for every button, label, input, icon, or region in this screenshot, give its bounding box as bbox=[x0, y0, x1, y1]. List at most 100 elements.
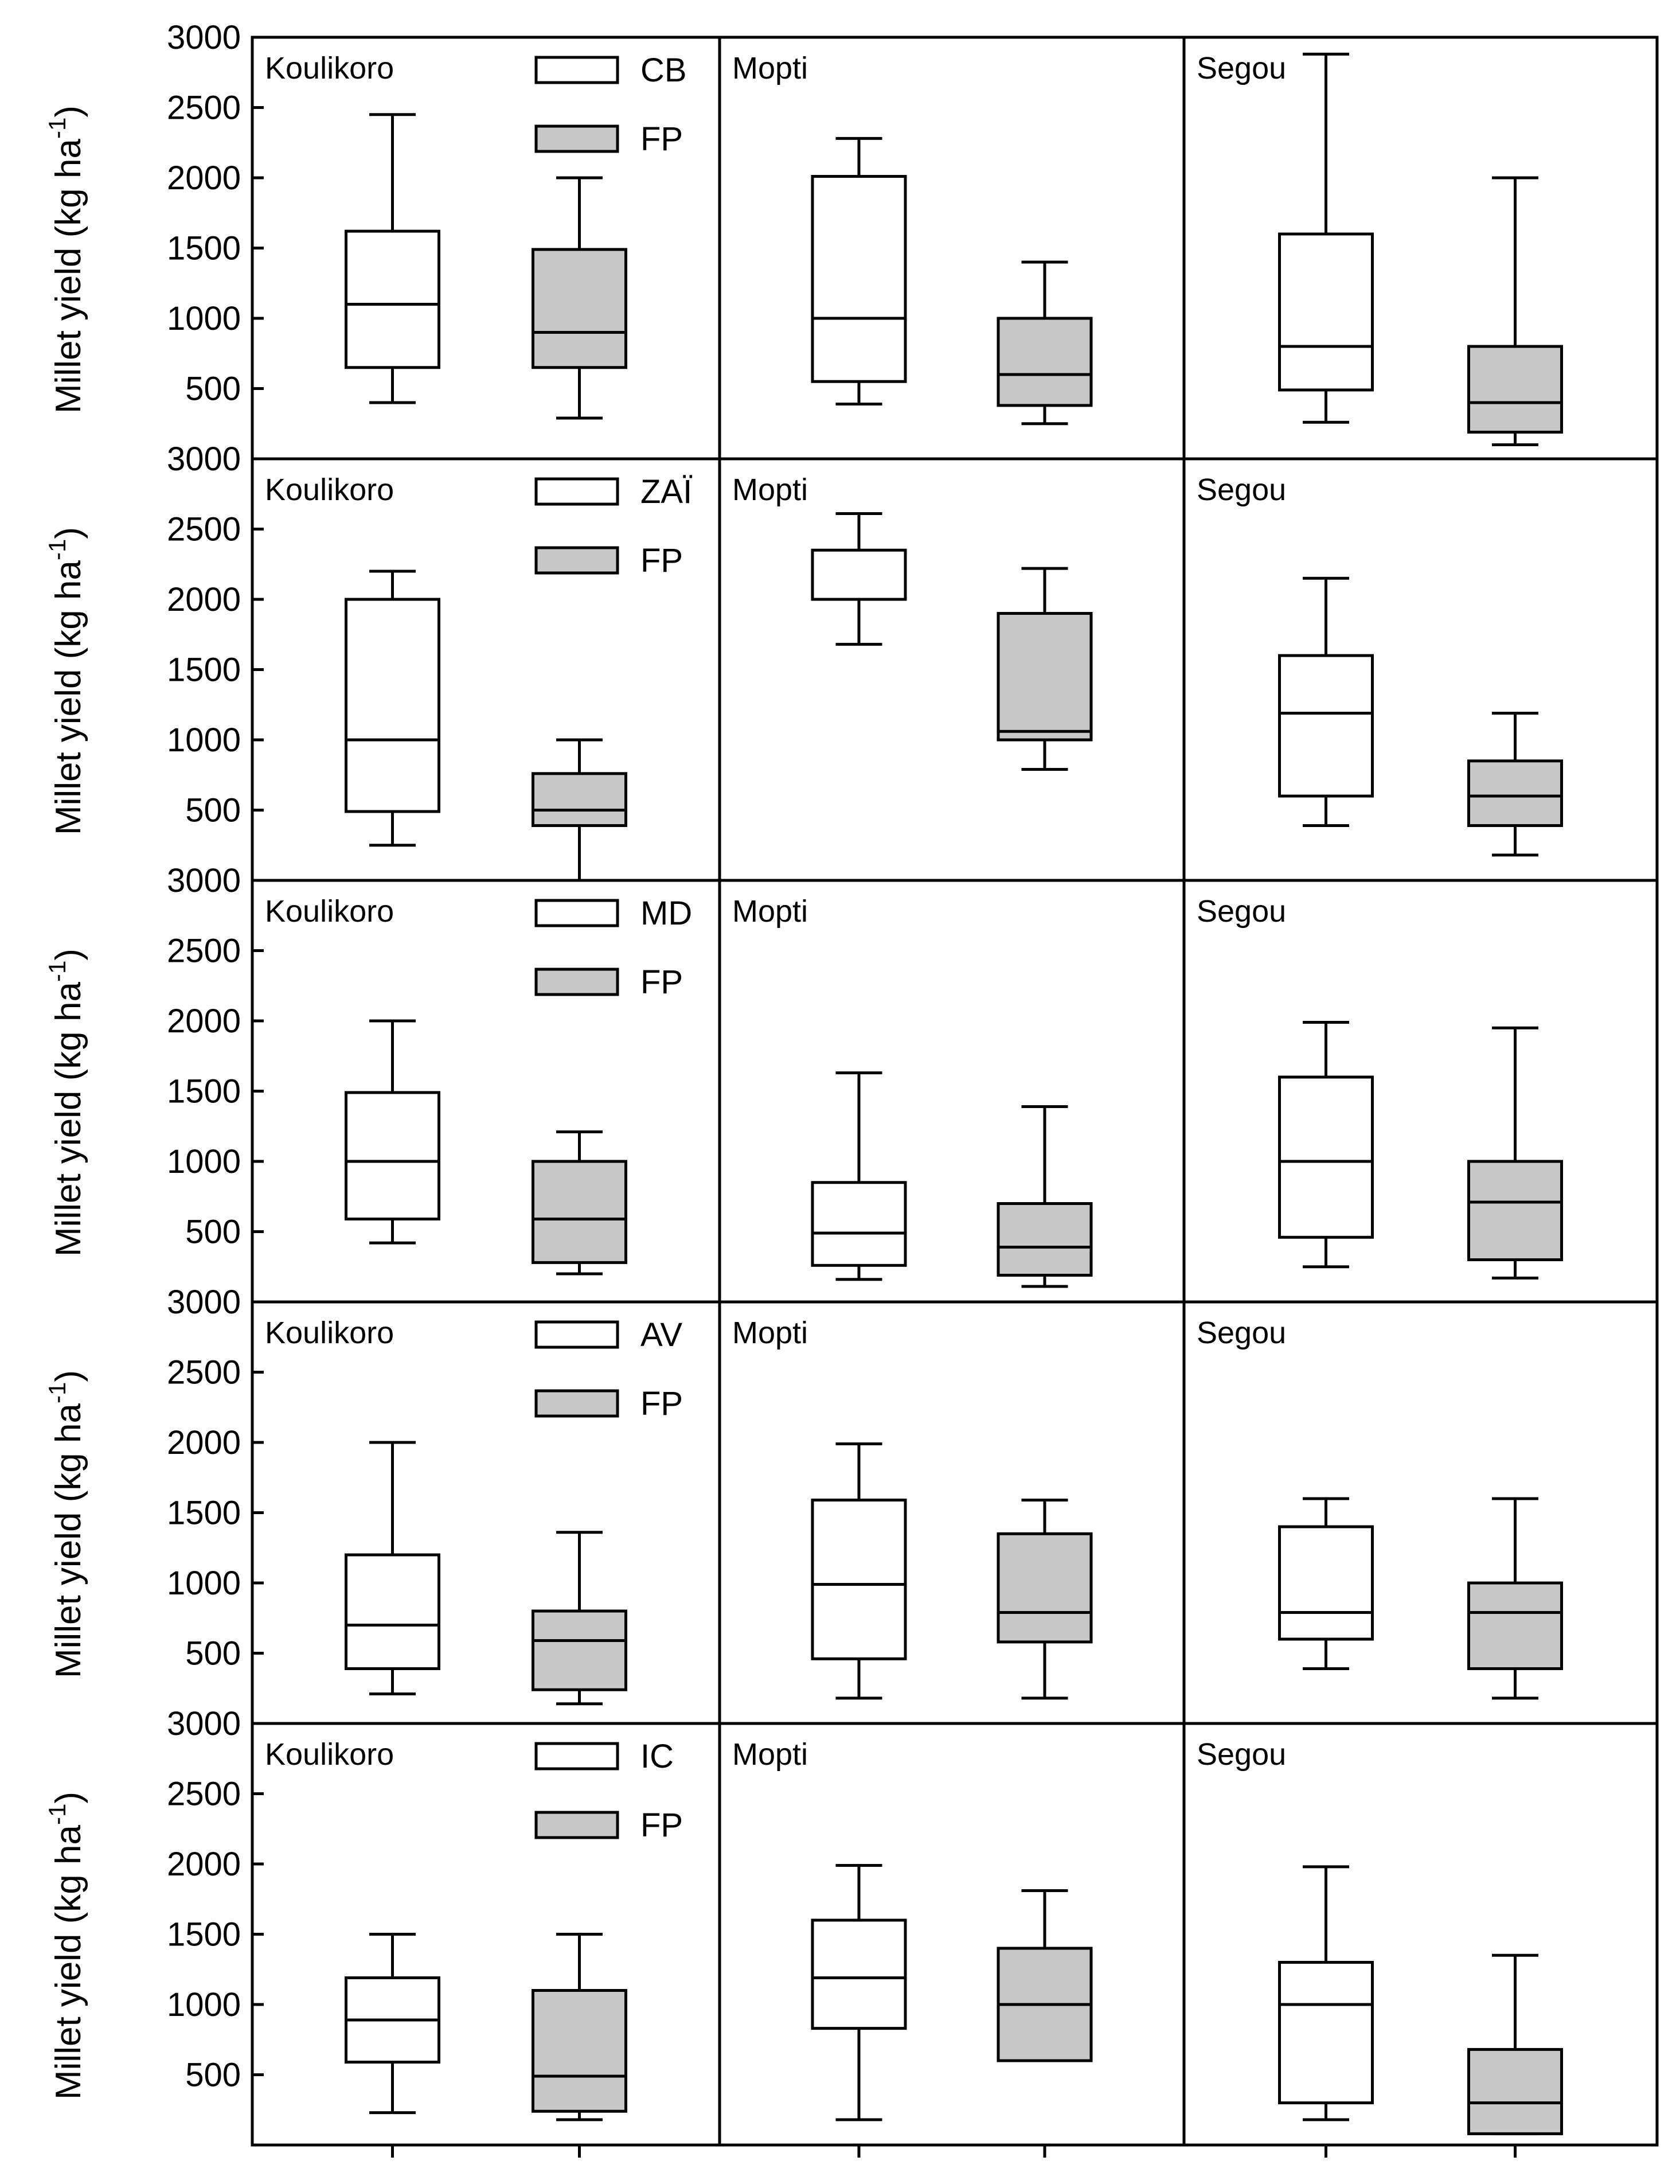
y-axis-label-superscript: -1 bbox=[44, 961, 71, 982]
y-axis-label-text: Millet yield (kg ha bbox=[49, 560, 88, 835]
y-tick-label: 3000 bbox=[167, 19, 241, 56]
legend-label-fp: FP bbox=[640, 1385, 683, 1422]
y-axis-label-text: Millet yield (kg ha bbox=[49, 1403, 88, 1678]
panel-title-mopti: Mopti bbox=[732, 473, 808, 507]
panel-frame-ic-koulikoro bbox=[251, 1722, 721, 2147]
box-cb-koulikoro bbox=[345, 113, 440, 404]
iqr-box bbox=[1278, 654, 1374, 798]
iqr-box bbox=[811, 1918, 907, 2030]
iqr-box bbox=[1467, 1581, 1563, 1670]
box-md-mopti bbox=[811, 1071, 907, 1281]
box-fp-segou bbox=[1467, 711, 1563, 857]
box-fp-koulikoro bbox=[532, 738, 627, 882]
legend-label-treatment: ZAÏ bbox=[640, 473, 692, 510]
y-tick-label: 1500 bbox=[167, 1073, 241, 1110]
legend-label-treatment: IC bbox=[640, 1738, 674, 1775]
y-tick-label: 1000 bbox=[167, 1986, 241, 2023]
panel-title-mopti: Mopti bbox=[732, 1737, 808, 1772]
box-md-segou bbox=[1278, 1020, 1374, 1269]
box-fp-segou bbox=[1467, 1026, 1563, 1280]
legend-label-treatment: AV bbox=[640, 1316, 682, 1354]
panel-frame-md-mopti bbox=[718, 879, 1186, 1304]
box-fp-koulikoro bbox=[532, 1130, 627, 1276]
panel-title-mopti: Mopti bbox=[732, 51, 808, 85]
iqr-box bbox=[997, 1202, 1093, 1277]
y-tick-label: 500 bbox=[185, 2057, 241, 2094]
iqr-box bbox=[811, 548, 907, 601]
panel-frame-zaï-mopti bbox=[718, 457, 1186, 882]
iqr-box bbox=[1467, 759, 1563, 827]
box-plot-marks bbox=[345, 52, 1563, 2135]
y-tick-label: 2500 bbox=[167, 1776, 241, 1813]
legend-swatch-fp bbox=[534, 968, 619, 996]
legend-label-treatment: CB bbox=[640, 52, 687, 89]
legend-label-fp: FP bbox=[640, 1807, 683, 1844]
legend-swatch-fp bbox=[534, 124, 619, 153]
y-tick-label: 3000 bbox=[167, 1705, 241, 1742]
y-axis-label-close: ) bbox=[49, 1792, 88, 1804]
box-zaï-mopti bbox=[811, 512, 907, 646]
panel-title-koulikoro: Koulikoro bbox=[265, 894, 394, 929]
legend-swatch-treatment bbox=[534, 56, 619, 84]
y-axis-label: Millet yield (kg ha-1) bbox=[44, 527, 88, 835]
box-cb-segou bbox=[1278, 52, 1374, 424]
y-axis-label-close: ) bbox=[49, 527, 88, 539]
y-tick-label: 3000 bbox=[167, 440, 241, 478]
y-axis-label-close: ) bbox=[49, 1370, 88, 1382]
box-av-mopti bbox=[811, 1442, 907, 1700]
y-tick-label: 2000 bbox=[167, 1424, 241, 1461]
box-fp-mopti bbox=[997, 1105, 1093, 1288]
iqr-box bbox=[997, 1532, 1093, 1644]
y-tick-label: 2000 bbox=[167, 581, 241, 618]
legend-swatch-fp bbox=[534, 546, 619, 575]
legend-label-fp: FP bbox=[640, 964, 683, 1001]
box-ic-koulikoro bbox=[345, 1933, 440, 2115]
legend-swatch-fp bbox=[534, 1389, 619, 1418]
box-ic-segou bbox=[1278, 1865, 1374, 2121]
y-tick-label: 2000 bbox=[167, 1846, 241, 1883]
panel-title-segou: Segou bbox=[1197, 1737, 1286, 1772]
y-axis-label-text: Millet yield (kg ha bbox=[49, 139, 88, 414]
y-axis-label-close: ) bbox=[49, 949, 88, 961]
box-fp-segou bbox=[1467, 1497, 1563, 1700]
y-tick-label: 1000 bbox=[167, 1143, 241, 1180]
y-axis-label-superscript: -1 bbox=[44, 118, 71, 139]
panel-frame-md-koulikoro bbox=[251, 879, 721, 1304]
y-tick-label: 1500 bbox=[167, 1495, 241, 1532]
box-fp-koulikoro bbox=[532, 176, 627, 420]
y-tick-label: 2500 bbox=[167, 511, 241, 548]
iqr-box bbox=[532, 248, 627, 369]
iqr-box bbox=[1467, 2047, 1563, 2135]
y-tick-label: 1500 bbox=[167, 652, 241, 689]
panel-frame-av-mopti bbox=[718, 1300, 1186, 1725]
panel-frame-zaï-segou bbox=[1182, 457, 1659, 882]
y-axis-label: Millet yield (kg ha-1) bbox=[44, 1370, 88, 1678]
y-tick-label: 1000 bbox=[167, 300, 241, 337]
y-tick-label: 1000 bbox=[167, 722, 241, 759]
panel-frame-ic-segou bbox=[1182, 1722, 1659, 2147]
y-axis-label-superscript: -1 bbox=[44, 1804, 71, 1825]
y-axis-label-close: ) bbox=[49, 106, 88, 118]
iqr-box bbox=[532, 772, 627, 827]
legend-swatch-treatment bbox=[534, 477, 619, 506]
legend-swatch-treatment bbox=[534, 1742, 619, 1770]
y-axis-label: Millet yield (kg ha-1) bbox=[44, 1792, 88, 2100]
iqr-box bbox=[811, 175, 907, 383]
y-tick-label: 500 bbox=[185, 1635, 241, 1672]
box-fp-mopti bbox=[997, 260, 1093, 426]
box-fp-koulikoro bbox=[532, 1531, 627, 1706]
y-axis-label-text: Millet yield (kg ha bbox=[49, 982, 88, 1257]
y-tick-label: 1500 bbox=[167, 1916, 241, 1953]
iqr-box bbox=[532, 1989, 627, 2113]
panel-title-koulikoro: Koulikoro bbox=[265, 473, 394, 507]
y-tick-label: 3000 bbox=[167, 1284, 241, 1321]
y-tick-label: 2000 bbox=[167, 159, 241, 197]
iqr-box bbox=[1467, 345, 1563, 434]
legend-swatch-fp bbox=[534, 1811, 619, 1839]
box-ic-mopti bbox=[811, 1863, 907, 2121]
y-tick-label: 2000 bbox=[167, 1003, 241, 1040]
panel-frame-av-segou bbox=[1182, 1300, 1659, 1725]
legend-swatch-treatment bbox=[534, 899, 619, 927]
y-tick-label: 2500 bbox=[167, 89, 241, 127]
box-fp-mopti bbox=[997, 1889, 1093, 2062]
